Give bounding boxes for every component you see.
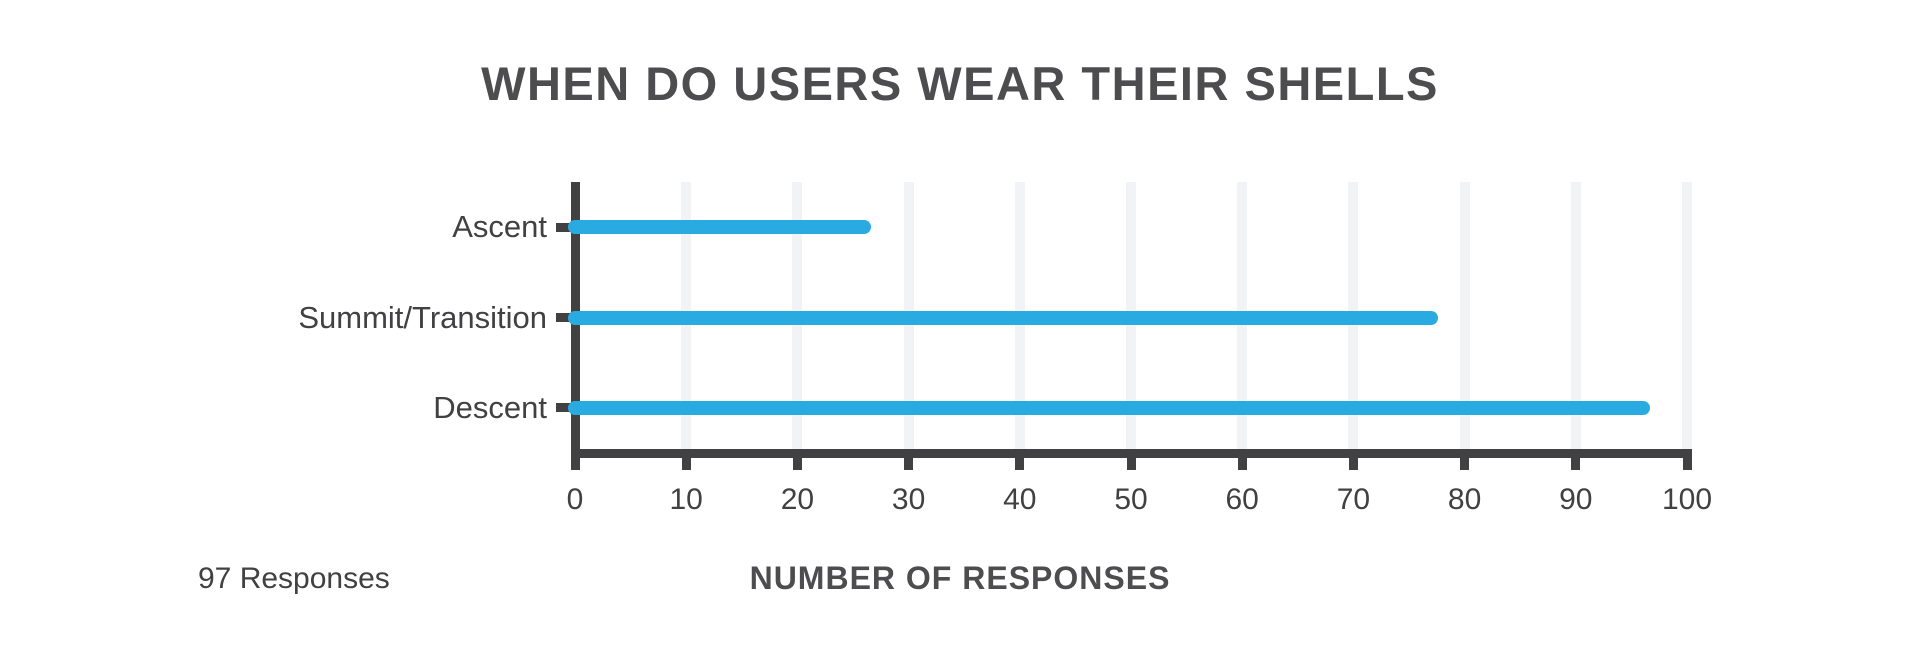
chart-title: WHEN DO USERS WEAR THEIR SHELLS <box>481 57 1439 110</box>
x-axis-line <box>570 448 1692 458</box>
category-label: Summit/Transition <box>298 299 547 335</box>
x-axis-tick <box>1348 457 1358 470</box>
x-axis-tick <box>1015 457 1025 470</box>
x-tick-label: 0 <box>566 483 584 516</box>
x-axis-tick <box>904 457 914 470</box>
x-tick-label: 100 <box>1661 483 1713 516</box>
x-tick-label: 80 <box>1447 483 1482 516</box>
x-tick-label: 60 <box>1225 483 1259 516</box>
x-tick-label: 40 <box>1003 483 1037 516</box>
x-tick-label: 10 <box>669 483 703 516</box>
x-axis-tick <box>792 457 802 470</box>
y-axis-tick <box>556 313 571 322</box>
bar-summit-transition <box>568 310 1439 325</box>
plot-area: 0 10 20 30 40 50 60 70 80 90 100 Ascent Summit/Trans… <box>298 182 1712 516</box>
bar-ascent <box>568 220 872 235</box>
x-axis-tick <box>1237 457 1247 470</box>
x-axis-tick <box>1460 457 1470 470</box>
x-tick-label: 30 <box>891 483 926 516</box>
bar-descent <box>568 400 1650 415</box>
x-axis-tick <box>1126 457 1136 470</box>
x-axis-title: NUMBER OF RESPONSES <box>749 560 1171 596</box>
x-axis-tick <box>1571 457 1581 470</box>
y-axis-tick <box>556 403 571 413</box>
gridline <box>1570 182 1581 453</box>
x-tick-label: 50 <box>1114 483 1148 516</box>
x-tick-label: 20 <box>780 483 815 516</box>
gridline <box>1459 182 1470 453</box>
gridline <box>1682 182 1692 453</box>
responses-count: 97 Responses <box>198 562 390 595</box>
x-tick-label: 90 <box>1559 483 1593 516</box>
category-label: Descent <box>433 389 547 425</box>
x-axis-tick <box>570 457 580 470</box>
y-axis-tick <box>556 222 571 232</box>
x-tick-label: 70 <box>1336 483 1371 516</box>
category-label: Ascent <box>452 209 547 245</box>
x-axis-tick <box>1682 457 1692 470</box>
x-axis-tick <box>681 457 691 470</box>
